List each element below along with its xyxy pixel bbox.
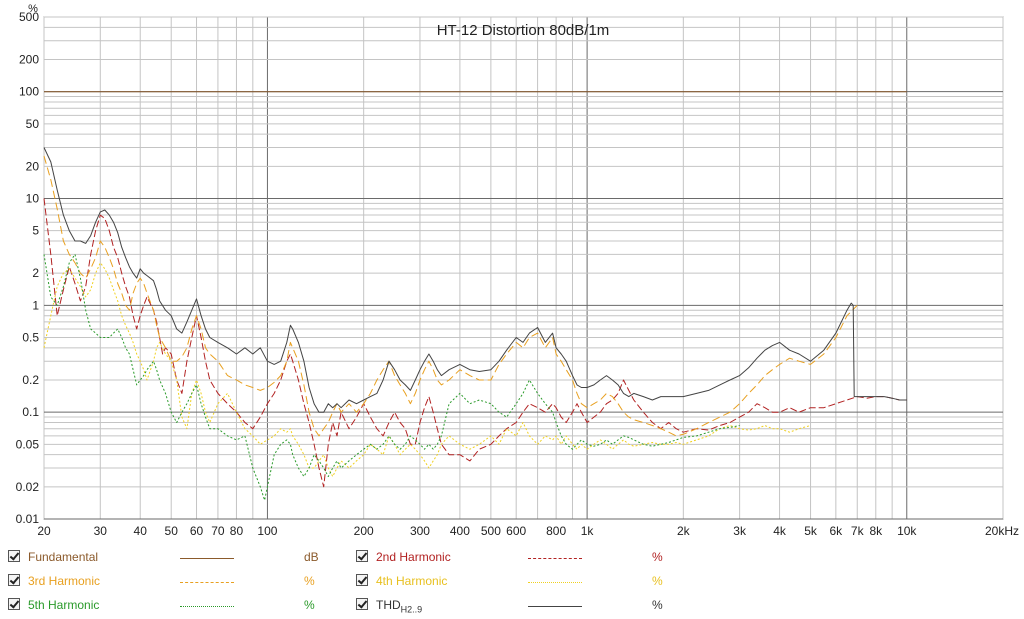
y-tick-label: 2 — [32, 266, 39, 280]
checkbox-4th-harmonic[interactable] — [356, 574, 368, 586]
x-tick-label: 400 — [450, 524, 470, 538]
y-tick-label: 20 — [26, 159, 40, 173]
x-tick-label: 10k — [897, 524, 917, 538]
x-tick-label: 5k — [804, 524, 818, 538]
legend-unit-5th-harmonic: % — [304, 598, 315, 612]
legend-label-4th-harmonic: 4th Harmonic — [376, 574, 448, 588]
x-tick-label: 60 — [190, 524, 204, 538]
legend-sample-thd — [528, 606, 582, 607]
x-tick-label: 7k — [851, 524, 865, 538]
y-tick-label: 5 — [32, 224, 39, 238]
legend-item-3rd-harmonic[interactable]: 3rd Harmonic % — [8, 571, 328, 591]
x-tick-label: 70 — [211, 524, 225, 538]
legend-item-5th-harmonic[interactable]: 5th Harmonic % — [8, 595, 328, 615]
legend-label-2nd-harmonic: 2nd Harmonic — [376, 550, 451, 564]
y-tick-label: 0.1 — [22, 405, 39, 419]
y-tick-label: 50 — [26, 117, 40, 131]
legend-item-4th-harmonic[interactable]: 4th Harmonic % — [356, 571, 676, 591]
x-tick-label: 100 — [257, 524, 277, 538]
distortion-chart: 20 30 40 50 60 70 80 100 200 300 400 500 600 800 1k 2k 3… — [16, 3, 1019, 538]
legend-label-thd: THDH2..9 — [376, 598, 422, 614]
plot-area — [43, 16, 1004, 520]
x-tick-label: 1k — [581, 524, 595, 538]
x-tick-label: 80 — [230, 524, 244, 538]
x-tick-label: 600 — [506, 524, 526, 538]
x-tick-label: 2k — [677, 524, 691, 538]
checkbox-3rd-harmonic[interactable] — [8, 574, 20, 586]
legend-unit-4th-harmonic: % — [652, 574, 663, 588]
x-tick-label: 20kHz — [985, 524, 1019, 538]
x-tick-label: 4k — [773, 524, 787, 538]
legend-unit-2nd-harmonic: % — [652, 550, 663, 564]
legend-label-thd-main: THD — [376, 598, 401, 612]
series-line-5th-harmonic — [43, 253, 740, 501]
legend-label-fundamental: Fundamental — [28, 550, 99, 564]
checkbox-thd[interactable] — [356, 598, 368, 610]
checkbox-fundamental[interactable] — [8, 550, 20, 562]
x-tick-label: 40 — [134, 524, 148, 538]
x-tick-label: 200 — [354, 524, 374, 538]
x-tick-label: 3k — [733, 524, 747, 538]
legend: Fundamental dB 2nd Harmonic % 3rd Harmon… — [0, 545, 1024, 619]
x-tick-label: 30 — [94, 524, 108, 538]
checkbox-5th-harmonic[interactable] — [8, 598, 20, 610]
legend-sample-3rd-harmonic — [180, 582, 234, 583]
y-axis-label: % — [28, 3, 38, 15]
legend-item-thd[interactable]: THDH2..9 % — [356, 595, 676, 615]
series-line-3rd-harmonic — [43, 155, 858, 437]
grid-layer — [43, 16, 1004, 520]
legend-item-2nd-harmonic[interactable]: 2nd Harmonic % — [356, 547, 676, 567]
legend-label-thd-sub: H2..9 — [400, 604, 423, 615]
series-layer — [43, 91, 907, 501]
legend-sample-2nd-harmonic — [528, 558, 582, 559]
y-tick-label: 0.5 — [22, 330, 39, 344]
x-tick-label: 8k — [869, 524, 883, 538]
legend-unit-thd: % — [652, 598, 663, 612]
legend-item-fundamental[interactable]: Fundamental dB — [8, 547, 328, 567]
legend-label-3rd-harmonic: 3rd Harmonic — [28, 574, 101, 588]
y-tick-label: 100 — [19, 85, 39, 99]
x-tick-label: 300 — [410, 524, 430, 538]
y-tick-label: 500 — [19, 10, 39, 24]
legend-sample-4th-harmonic — [528, 582, 582, 583]
x-tick-label: 800 — [546, 524, 566, 538]
x-tick-labels: 20 30 40 50 60 70 80 100 200 300 400 500 600 800 1k 2k 3… — [37, 524, 1019, 538]
y-tick-label: 0.2 — [22, 373, 39, 387]
y-tick-label: 0.02 — [16, 480, 40, 494]
x-tick-label: 500 — [481, 524, 501, 538]
legend-sample-5th-harmonic — [180, 606, 234, 607]
x-tick-label: 6k — [830, 524, 844, 538]
series-line-thd — [43, 147, 907, 413]
y-tick-label: 10 — [26, 192, 40, 206]
checkbox-2nd-harmonic[interactable] — [356, 550, 368, 562]
series-line-4th-harmonic — [43, 262, 811, 477]
chart-title: HT-12 Distortion 80dB/1m — [437, 22, 610, 39]
y-tick-label: 0.05 — [16, 437, 40, 451]
legend-unit-3rd-harmonic: % — [304, 574, 315, 588]
x-tick-label: 20 — [37, 524, 51, 538]
legend-label-5th-harmonic: 5th Harmonic — [28, 598, 100, 612]
x-tick-label: 50 — [165, 524, 179, 538]
y-tick-labels: 0.01 0.02 0.05 0.1 0.2 0.5 1 2 5 10 20 50 100 200 500 — [16, 10, 40, 526]
y-tick-label: 1 — [32, 298, 39, 312]
legend-sample-fundamental — [180, 558, 234, 559]
y-tick-label: 0.01 — [16, 512, 40, 526]
y-tick-label: 200 — [19, 53, 39, 67]
legend-unit-fundamental: dB — [304, 550, 319, 564]
